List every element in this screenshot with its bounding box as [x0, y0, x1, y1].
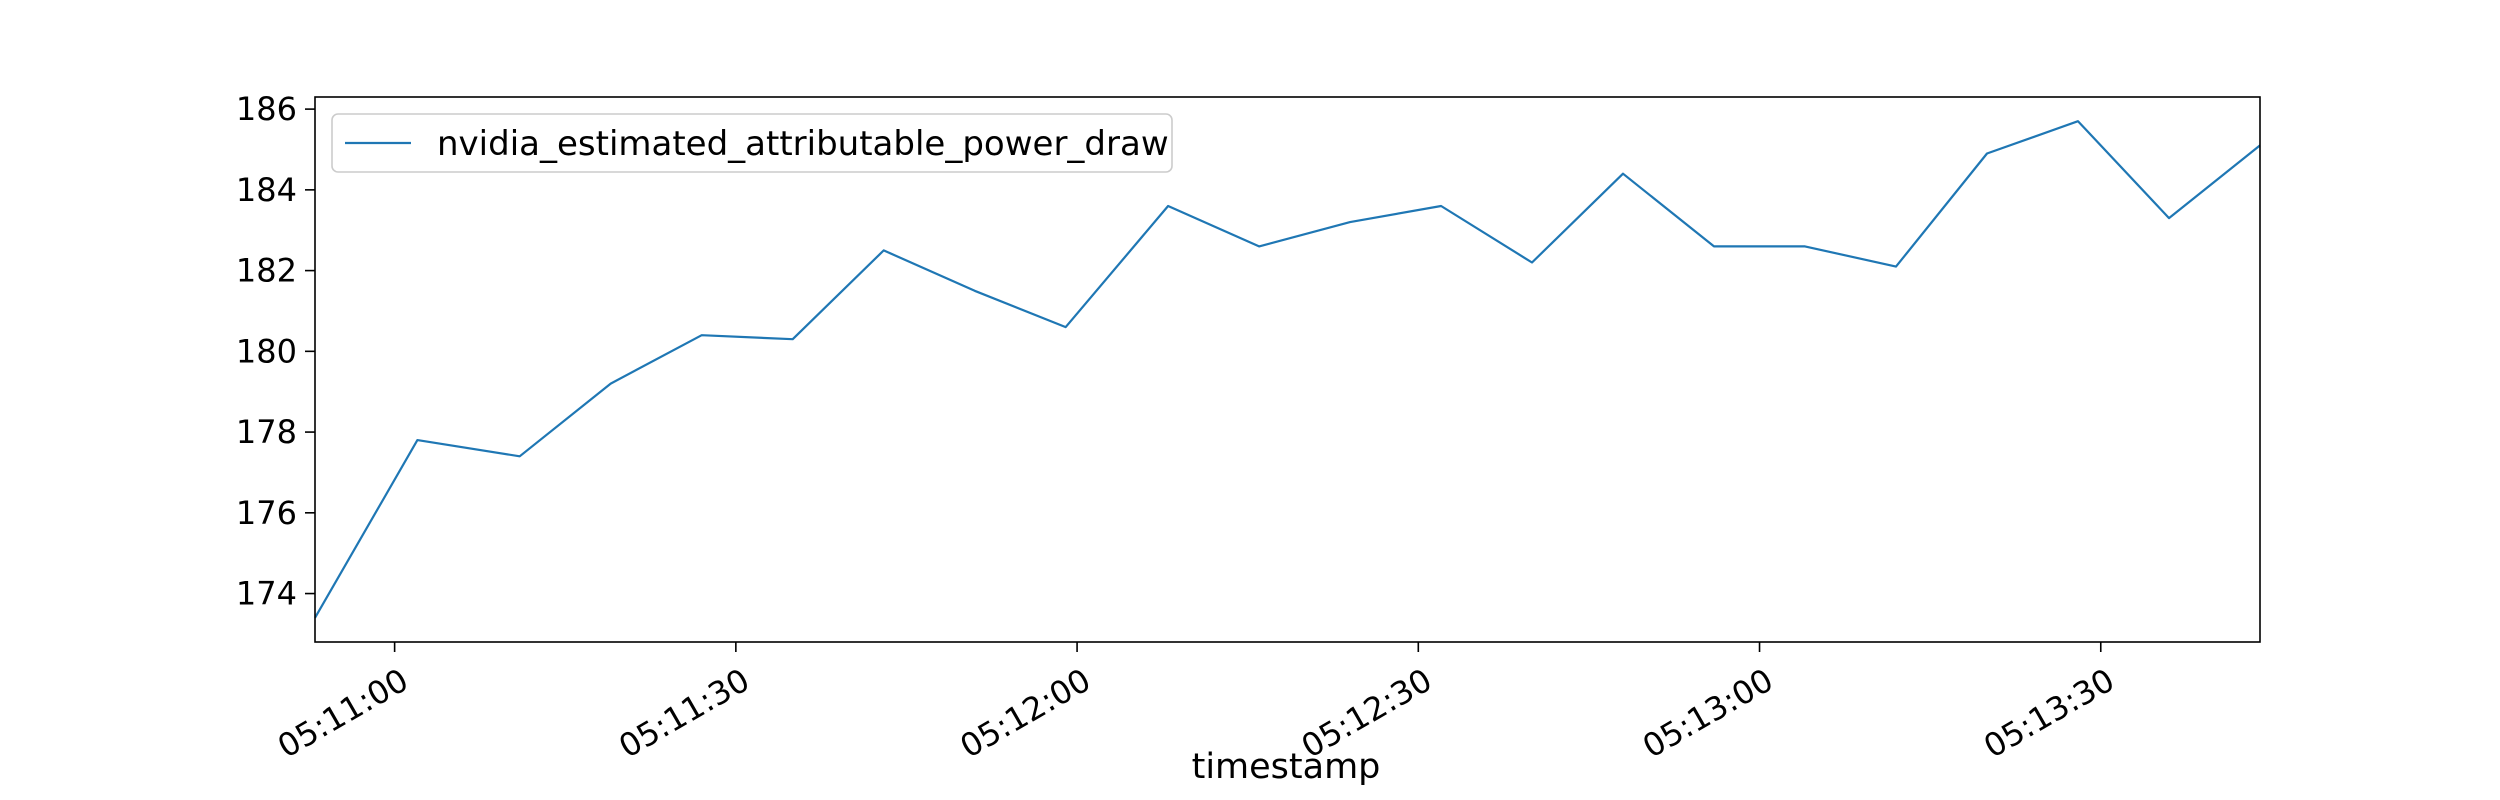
x-tick-label: 05:13:30 — [1977, 661, 2120, 766]
x-tick-label: 05:11:30 — [612, 661, 755, 766]
y-tick-label: 186 — [236, 90, 297, 128]
y-tick-label: 178 — [236, 413, 297, 451]
series-layer — [314, 120, 2261, 619]
y-tick-label: 174 — [236, 575, 297, 613]
series-line — [314, 120, 2261, 619]
plot-frame — [314, 96, 2261, 643]
legend-label: nvidia_estimated_attributable_power_draw — [437, 124, 1169, 164]
x-tick-label: 05:13:00 — [1636, 661, 1779, 766]
legend: nvidia_estimated_attributable_power_draw — [331, 113, 1173, 173]
x-axis-title: timestamp — [1192, 747, 1381, 787]
y-axis-ticks: 174 176 178 180 182 184 186 — [236, 90, 315, 613]
y-tick-label: 182 — [236, 252, 297, 290]
x-tick-label: 05:11:00 — [271, 661, 414, 766]
y-tick-label: 176 — [236, 494, 297, 532]
legend-box — [331, 113, 1173, 173]
y-tick-label: 184 — [236, 171, 297, 209]
x-tick-label: 05:12:00 — [954, 661, 1097, 766]
y-tick-label: 180 — [236, 332, 297, 370]
